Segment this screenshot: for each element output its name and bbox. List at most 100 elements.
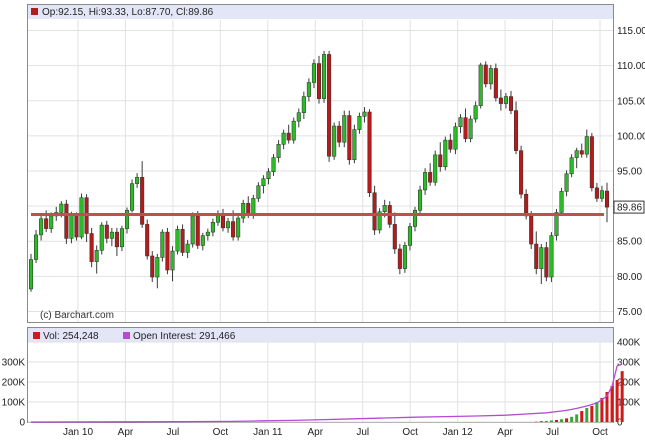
candle-body-down: [231, 222, 235, 237]
candle-body-down: [428, 172, 432, 182]
candle-body-down: [398, 249, 402, 269]
candle-body-up: [277, 144, 281, 157]
price-y-axis: 75.0080.0085.0090.0095.00100.00105.00110…: [617, 26, 645, 318]
candle: [348, 111, 352, 165]
candle-body-up: [302, 97, 306, 113]
x-tick-label: Apr: [307, 427, 323, 438]
candle-body-up: [95, 250, 99, 261]
x-tick-label: Jan 10: [63, 427, 93, 438]
candle: [277, 140, 281, 162]
candle: [156, 254, 160, 288]
volume-bar: [611, 386, 614, 422]
candle: [469, 116, 473, 143]
candle-body-up: [262, 179, 266, 186]
candle-body-up: [226, 222, 230, 228]
candle-body-up: [570, 158, 574, 174]
candle: [408, 223, 412, 250]
volume-right-tick-label: 400K: [617, 338, 641, 349]
candle-body-up: [540, 248, 544, 269]
candle: [322, 51, 326, 103]
volume-right-tick-label: 100K: [617, 398, 641, 409]
volume-bars: [535, 371, 624, 422]
oi-legend-swatch: [123, 332, 130, 339]
x-tick-label: Jul: [546, 427, 559, 438]
volume-left-tick-label: 300K: [2, 358, 26, 369]
candle-body-down: [509, 97, 513, 111]
candle-body-up: [156, 257, 160, 277]
candle-body-up: [236, 218, 240, 237]
barchart-watermark: (c) Barchart.com: [40, 310, 114, 321]
candle-body-up: [322, 54, 326, 98]
candle-body-down: [464, 118, 468, 139]
candle-body-up: [130, 184, 134, 211]
candle: [585, 130, 589, 158]
candle: [413, 207, 417, 232]
candle-body-down: [393, 224, 397, 249]
candle-body-down: [75, 215, 79, 237]
candle: [474, 101, 478, 122]
candle: [257, 182, 261, 202]
candle: [287, 125, 291, 144]
candle: [489, 65, 493, 90]
candle: [545, 242, 549, 281]
volume-bar: [540, 421, 543, 422]
candle: [342, 111, 346, 148]
candle-body-up: [312, 64, 316, 83]
price-y-tick-label: 85.00: [617, 237, 642, 248]
candle: [509, 91, 513, 114]
candle-body-up: [70, 215, 74, 238]
x-tick-label: Jul: [356, 427, 369, 438]
volume-bar: [616, 380, 619, 422]
candle-body-down: [514, 111, 518, 151]
candle-body-down: [181, 229, 185, 252]
volume-bar: [545, 421, 548, 422]
candle-body-up: [29, 259, 33, 288]
candle: [186, 240, 190, 258]
candle: [307, 78, 311, 101]
volume-bar: [565, 418, 568, 422]
volume-bar: [595, 402, 598, 422]
candle: [327, 51, 331, 162]
candle: [70, 212, 74, 244]
candle: [444, 137, 448, 171]
candle-body-up: [60, 204, 64, 212]
candle-body-up: [282, 133, 286, 144]
candle: [34, 230, 38, 263]
candle-body-up: [403, 245, 407, 268]
candle: [590, 133, 594, 191]
price-y-tick-label: 105.00: [617, 96, 645, 107]
candle-body-up: [257, 186, 261, 199]
candle: [595, 183, 599, 202]
candle: [438, 142, 442, 171]
candle-body-down: [595, 188, 599, 199]
volume-bar: [590, 406, 593, 422]
candle: [262, 175, 266, 193]
candle-body-up: [474, 106, 478, 119]
candle: [90, 228, 94, 267]
candle: [292, 118, 296, 144]
open-interest-polyline: [31, 364, 622, 422]
candle: [534, 231, 538, 274]
price-y-tick-label: 115.00: [617, 26, 645, 37]
candle: [418, 186, 422, 214]
candle: [580, 144, 584, 158]
candle-body-down: [246, 203, 250, 214]
candle: [216, 210, 220, 225]
volume-bar: [570, 417, 573, 422]
vol-legend: Vol: 254,248: [43, 331, 99, 342]
candle-body-down: [150, 256, 154, 277]
candle: [272, 154, 276, 176]
candle-body-up: [191, 216, 195, 244]
volume-left-tick-label: 0: [19, 418, 25, 429]
volume-bar: [621, 371, 624, 422]
candle-body-down: [449, 140, 453, 149]
candle: [600, 186, 604, 202]
candle-body-up: [383, 205, 387, 211]
candle-body-down: [287, 133, 291, 140]
volume-bar: [575, 414, 578, 422]
price-y-tick-label: 95.00: [617, 167, 642, 178]
candle: [529, 211, 533, 249]
candle-body-up: [161, 232, 165, 257]
candle-body-up: [504, 97, 508, 104]
candle-body-up: [39, 219, 43, 235]
